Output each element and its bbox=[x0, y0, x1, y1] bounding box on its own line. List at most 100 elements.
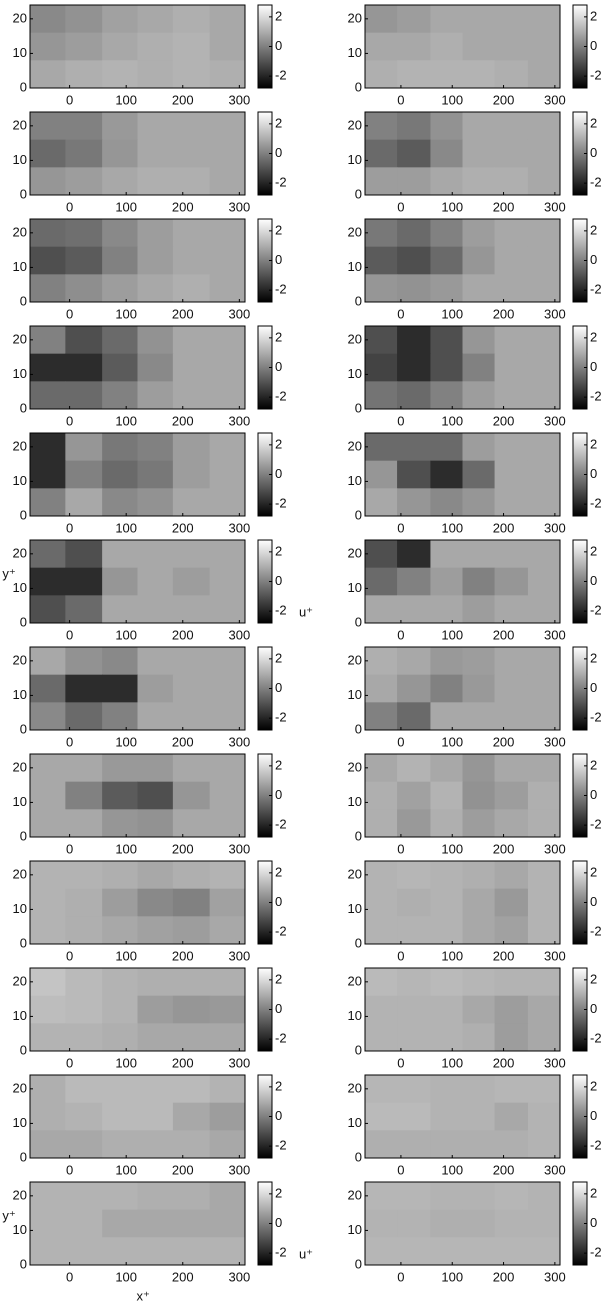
heat-cell bbox=[462, 246, 496, 275]
heat-cell bbox=[137, 112, 174, 141]
heat-cell bbox=[102, 274, 138, 303]
x-tick-label: 100 bbox=[115, 948, 137, 963]
heat-cell bbox=[430, 702, 463, 731]
heat-cell bbox=[527, 916, 561, 945]
heat-cell bbox=[209, 1023, 246, 1052]
heat-cell bbox=[102, 674, 138, 703]
x-tick-label: 0 bbox=[397, 1055, 404, 1070]
heat-cell bbox=[397, 995, 431, 1024]
heat-cell bbox=[209, 595, 246, 624]
heat-cell bbox=[30, 433, 66, 462]
heat-cell bbox=[65, 995, 103, 1024]
x-tick-label: 0 bbox=[66, 841, 73, 856]
heat-cell bbox=[462, 861, 496, 890]
y-tick-label: 0 bbox=[355, 186, 362, 201]
heat-cell bbox=[30, 968, 66, 997]
colorbar-tick-label: 0 bbox=[275, 680, 282, 695]
y-tick-label: 20 bbox=[348, 10, 362, 25]
heat-cell bbox=[397, 1237, 431, 1266]
y-tick-label: 0 bbox=[20, 79, 27, 94]
colorbar-tick-label: -2 bbox=[275, 389, 287, 404]
heat-cell bbox=[65, 540, 103, 569]
y-tick-label: 0 bbox=[20, 293, 27, 308]
x-tick-label: 100 bbox=[441, 520, 463, 535]
heat-cell bbox=[527, 246, 561, 275]
heat-cell bbox=[527, 595, 561, 624]
heat-cell bbox=[209, 353, 246, 382]
y-tick-label: 20 bbox=[348, 117, 362, 132]
heat-cell bbox=[172, 112, 211, 141]
heat-cell bbox=[430, 754, 463, 783]
heat-cell bbox=[365, 1182, 398, 1211]
heat-cell bbox=[365, 754, 398, 783]
x-tick-label: 200 bbox=[172, 306, 194, 321]
x-tick-label: 300 bbox=[228, 1055, 250, 1070]
y-tick-label: 0 bbox=[20, 400, 27, 415]
heat-cell bbox=[527, 32, 561, 61]
heat-cell bbox=[65, 246, 103, 275]
colorbar-tick-label: 0 bbox=[275, 787, 282, 802]
x-tick-label: 0 bbox=[397, 948, 404, 963]
heat-cell bbox=[527, 5, 561, 34]
y-tick-label: 20 bbox=[348, 652, 362, 667]
plot-frame bbox=[29, 4, 246, 89]
heat-cell bbox=[172, 809, 211, 838]
heat-cell bbox=[172, 60, 211, 89]
heat-cell bbox=[172, 460, 211, 489]
heat-cell bbox=[494, 460, 529, 489]
heat-cell bbox=[30, 916, 66, 945]
x-tick-label: 0 bbox=[66, 413, 73, 428]
heat-cell bbox=[527, 1075, 561, 1104]
y-tick-label: 20 bbox=[348, 759, 362, 774]
heat-cell bbox=[527, 968, 561, 997]
colorbar-tick-label: 2 bbox=[275, 222, 282, 237]
heat-cell bbox=[397, 139, 431, 168]
y-tick-label: 0 bbox=[20, 614, 27, 629]
x-tick-label: 100 bbox=[441, 1162, 463, 1177]
heat-cell bbox=[527, 995, 561, 1024]
colorbar-tick-label: -2 bbox=[275, 1245, 287, 1260]
heat-cell bbox=[462, 5, 496, 34]
heat-cell bbox=[65, 381, 103, 410]
heat-cell bbox=[397, 674, 431, 703]
heat-cell bbox=[137, 1209, 174, 1238]
heat-cell bbox=[397, 861, 431, 890]
x-tick-label: 100 bbox=[441, 1269, 463, 1284]
heat-cell bbox=[102, 1023, 138, 1052]
heat-cell bbox=[397, 1209, 431, 1238]
x-tick-label: 300 bbox=[228, 841, 250, 856]
heat-cell bbox=[430, 1023, 463, 1052]
x-tick-label: 300 bbox=[228, 1162, 250, 1177]
y-tick-label: 10 bbox=[348, 259, 362, 274]
heat-cell bbox=[209, 781, 246, 810]
heat-cell bbox=[397, 167, 431, 196]
heat-cell bbox=[397, 488, 431, 517]
y-tick-label: 10 bbox=[13, 1115, 27, 1130]
heat-cell bbox=[397, 781, 431, 810]
heat-cell bbox=[430, 139, 463, 168]
heat-cell bbox=[527, 326, 561, 355]
y-tick-label: 10 bbox=[348, 1115, 362, 1130]
heat-cell bbox=[137, 433, 174, 462]
colorbar-tick-label: 0 bbox=[275, 1001, 282, 1016]
heat-cell bbox=[397, 381, 431, 410]
heat-cell bbox=[137, 702, 174, 731]
heat-cell bbox=[65, 754, 103, 783]
heat-cell bbox=[462, 595, 496, 624]
heat-cell bbox=[365, 1075, 398, 1104]
x-tick-label: 300 bbox=[544, 520, 566, 535]
x-tick-label: 0 bbox=[397, 520, 404, 535]
heat-cell bbox=[30, 353, 66, 382]
heat-cell bbox=[365, 647, 398, 676]
x-tick-label: 200 bbox=[172, 627, 194, 642]
colorbar-tick-label: -2 bbox=[590, 1245, 602, 1260]
heat-cell bbox=[172, 1209, 211, 1238]
heat-cell bbox=[65, 139, 103, 168]
x-tick-label: 200 bbox=[493, 413, 515, 428]
x-tick-label: 300 bbox=[544, 92, 566, 107]
y-tick-label: 0 bbox=[355, 79, 362, 94]
heat-cell bbox=[430, 1209, 463, 1238]
colorbar-tick-label: -2 bbox=[275, 68, 287, 83]
colorbar-tick-label: -2 bbox=[275, 175, 287, 190]
heat-cell bbox=[397, 460, 431, 489]
